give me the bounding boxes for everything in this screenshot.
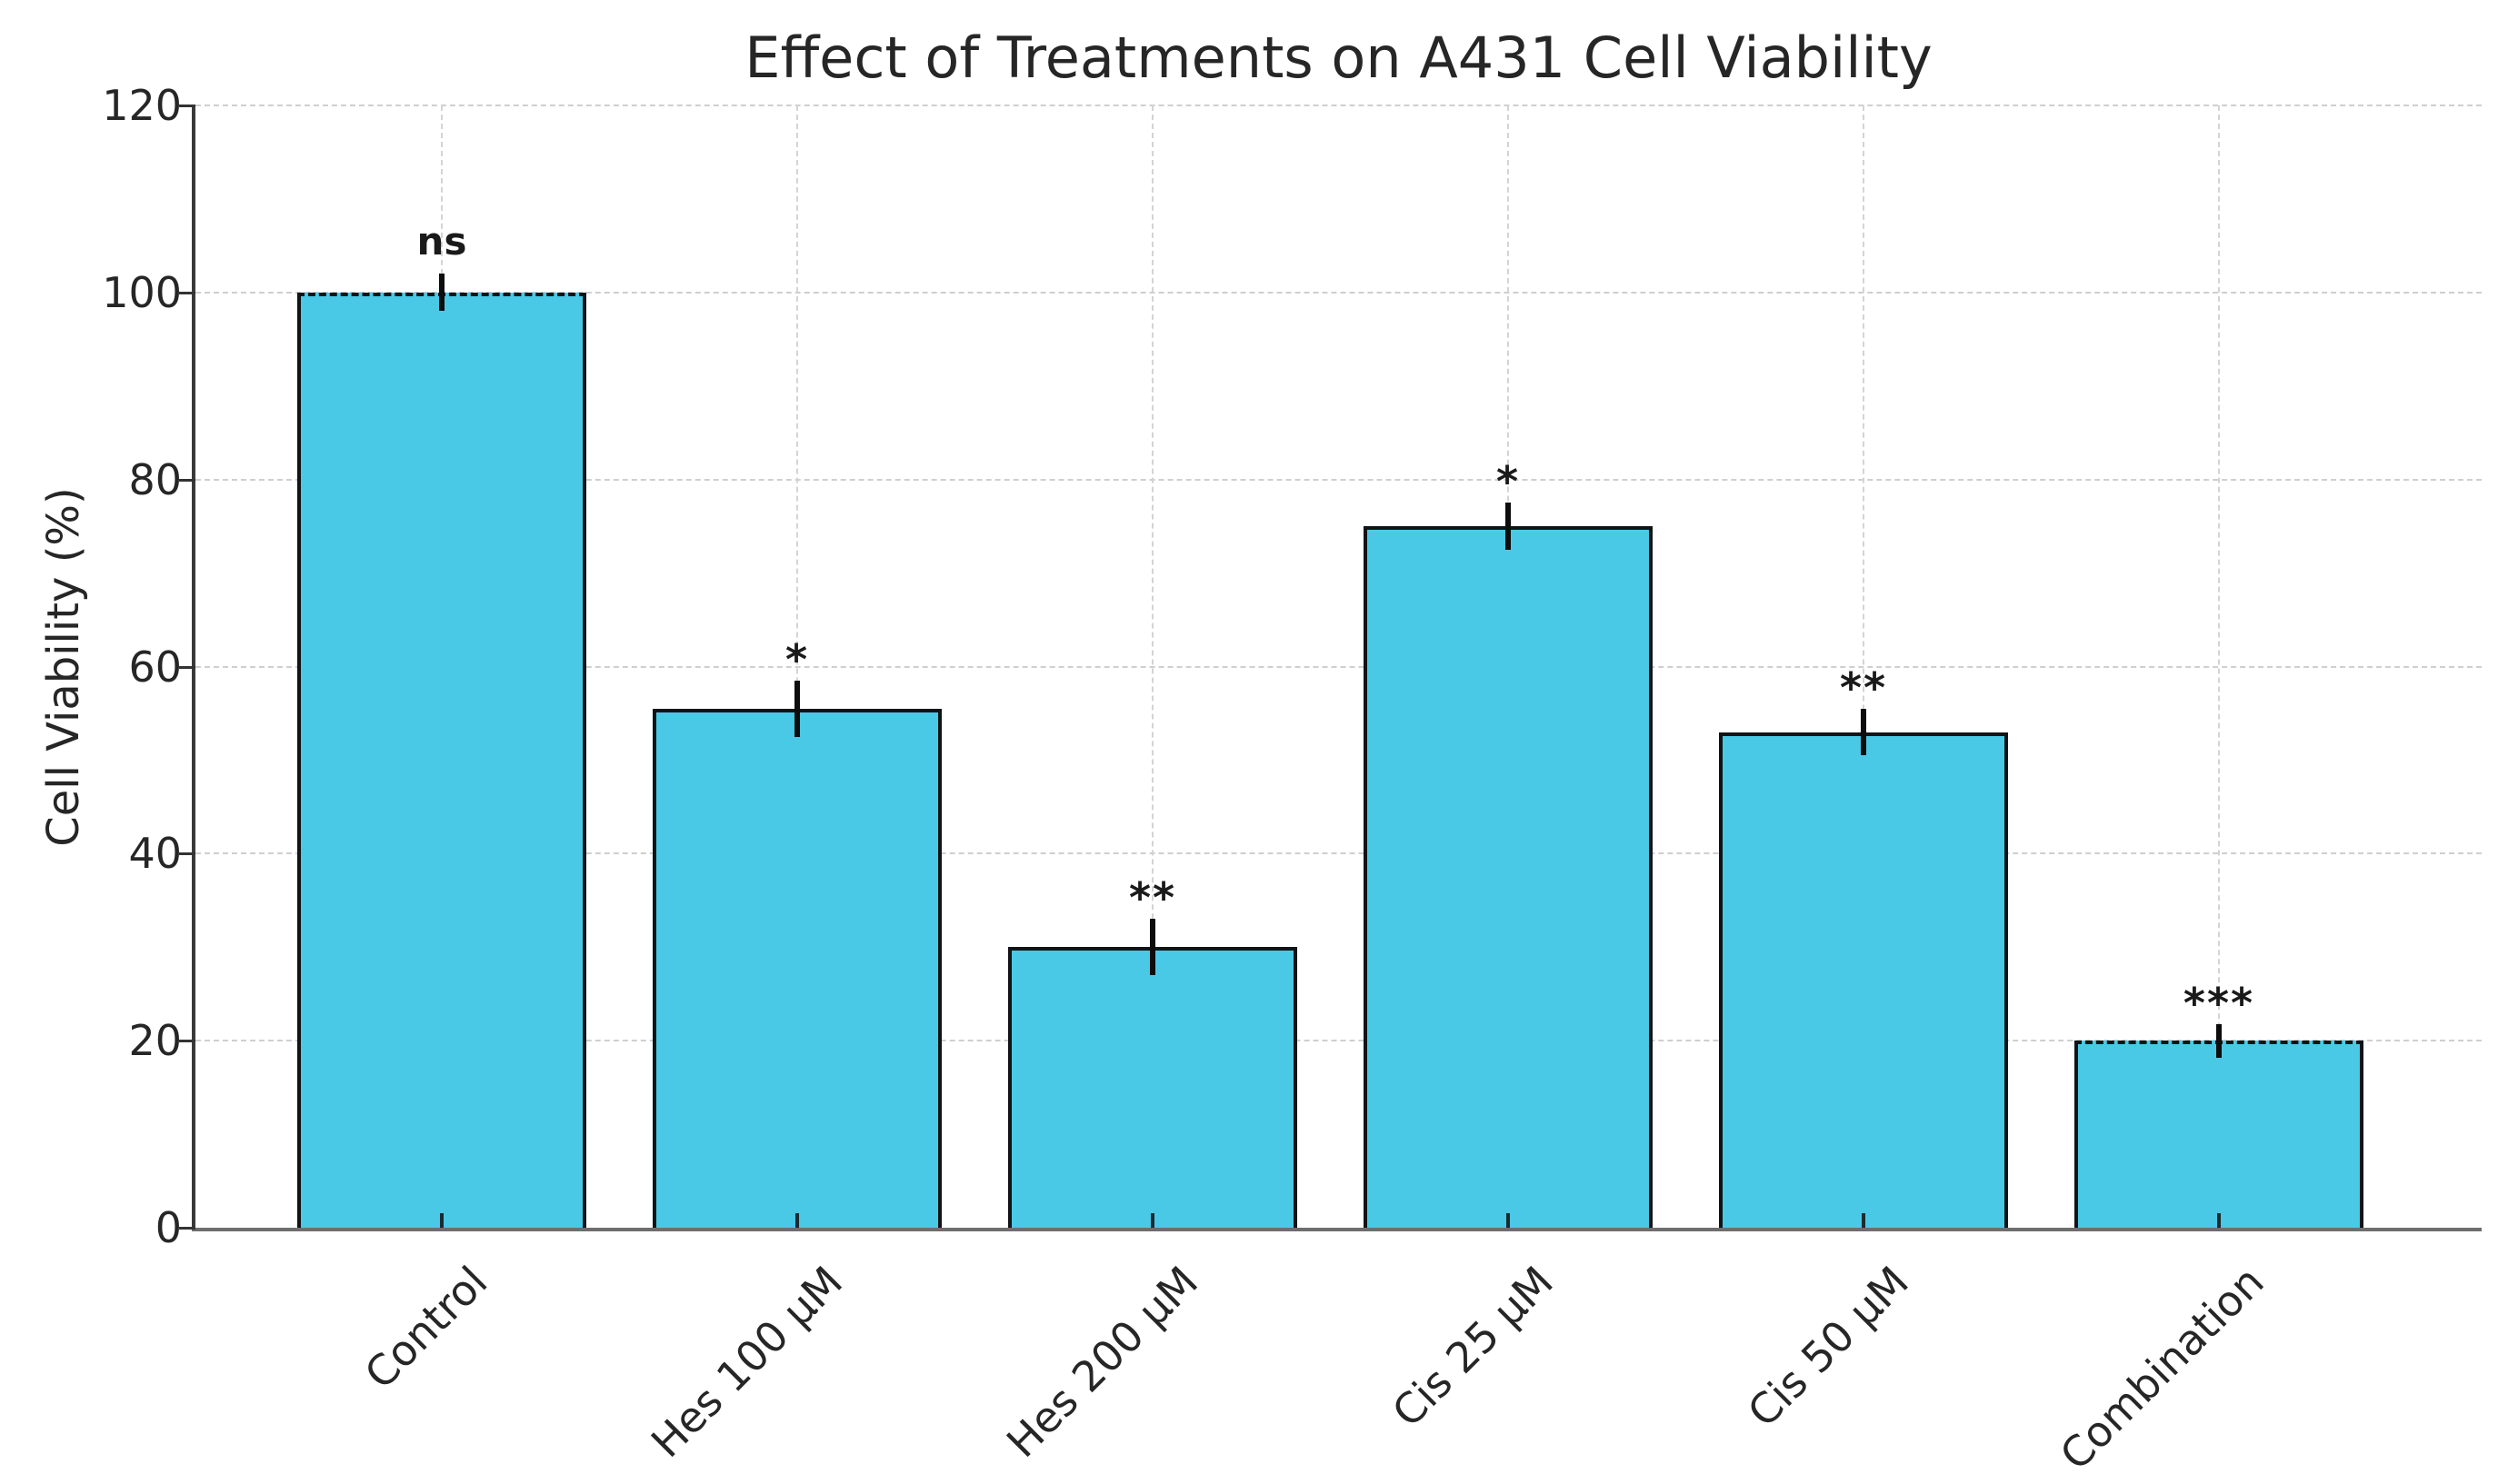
x-tick-label-hes-200-µm: Hes 200 µM bbox=[997, 1257, 1208, 1468]
y-tick-label: 60 bbox=[128, 642, 182, 692]
y-tick-mark bbox=[179, 105, 195, 107]
h-gridline bbox=[195, 478, 2482, 481]
significance-label: * bbox=[784, 634, 810, 684]
x-tick-mark bbox=[440, 1213, 444, 1228]
error-bar bbox=[1861, 708, 1866, 756]
h-gridline bbox=[195, 665, 2482, 668]
significance-label: ns bbox=[416, 219, 467, 264]
error-bar bbox=[439, 274, 445, 312]
v-gridline bbox=[1863, 105, 1864, 1228]
h-gridline bbox=[195, 1040, 2482, 1042]
y-tick-mark bbox=[179, 291, 195, 294]
v-gridline bbox=[796, 105, 798, 1228]
bottom-spine bbox=[192, 1228, 2482, 1231]
x-tick-label-cis-50-µm: Cis 50 µM bbox=[1738, 1257, 1919, 1437]
x-tick-mark bbox=[2217, 1213, 2221, 1228]
y-tick-label: 20 bbox=[128, 1016, 182, 1066]
y-tick-label: 0 bbox=[155, 1203, 182, 1252]
bar-hes-200-µm bbox=[1008, 947, 1297, 1228]
x-tick-label-cis-25-µm: Cis 25 µM bbox=[1383, 1257, 1564, 1437]
bar-cis-25-µm bbox=[1364, 526, 1653, 1228]
h-gridline bbox=[195, 291, 2482, 294]
left-spine bbox=[192, 105, 195, 1231]
bar-hes-100-µm bbox=[653, 708, 942, 1228]
x-tick-label-control: Control bbox=[355, 1257, 497, 1399]
v-gridline bbox=[2218, 105, 2220, 1228]
error-bar bbox=[1150, 919, 1155, 976]
h-gridline bbox=[195, 852, 2482, 855]
y-tick-mark bbox=[179, 1040, 195, 1043]
h-gridline bbox=[195, 105, 2482, 106]
y-tick-label: 120 bbox=[102, 81, 182, 130]
significance-label: ** bbox=[1128, 873, 1177, 923]
significance-label: ** bbox=[1839, 662, 1888, 712]
significance-label: *** bbox=[2183, 978, 2255, 1028]
error-bar bbox=[794, 680, 800, 737]
y-tick-mark bbox=[179, 1227, 195, 1230]
x-tick-mark bbox=[1506, 1213, 1510, 1228]
bar-cis-50-µm bbox=[1719, 732, 2008, 1228]
y-axis-label: Cell Viability (%) bbox=[38, 487, 89, 847]
bar-combination bbox=[2074, 1041, 2363, 1228]
bar-control bbox=[297, 292, 586, 1228]
x-tick-label-hes-100-µm: Hes 100 µM bbox=[642, 1257, 853, 1468]
x-tick-mark bbox=[1862, 1213, 1865, 1228]
significance-label: * bbox=[1495, 457, 1521, 507]
y-tick-mark bbox=[179, 478, 195, 482]
error-bar bbox=[1505, 503, 1511, 550]
y-tick-label: 100 bbox=[102, 267, 182, 317]
x-tick-mark bbox=[1151, 1213, 1154, 1228]
x-tick-label-combination: Combination bbox=[2051, 1257, 2274, 1480]
y-tick-label: 40 bbox=[128, 829, 182, 879]
error-bar bbox=[2216, 1023, 2222, 1058]
v-gridline bbox=[1152, 105, 1154, 1228]
chart-title: Effect of Treatments on A431 Cell Viabil… bbox=[744, 25, 1933, 91]
y-tick-label: 80 bbox=[128, 454, 182, 504]
y-tick-mark bbox=[179, 852, 195, 856]
x-tick-mark bbox=[795, 1213, 799, 1228]
y-tick-mark bbox=[179, 665, 195, 669]
